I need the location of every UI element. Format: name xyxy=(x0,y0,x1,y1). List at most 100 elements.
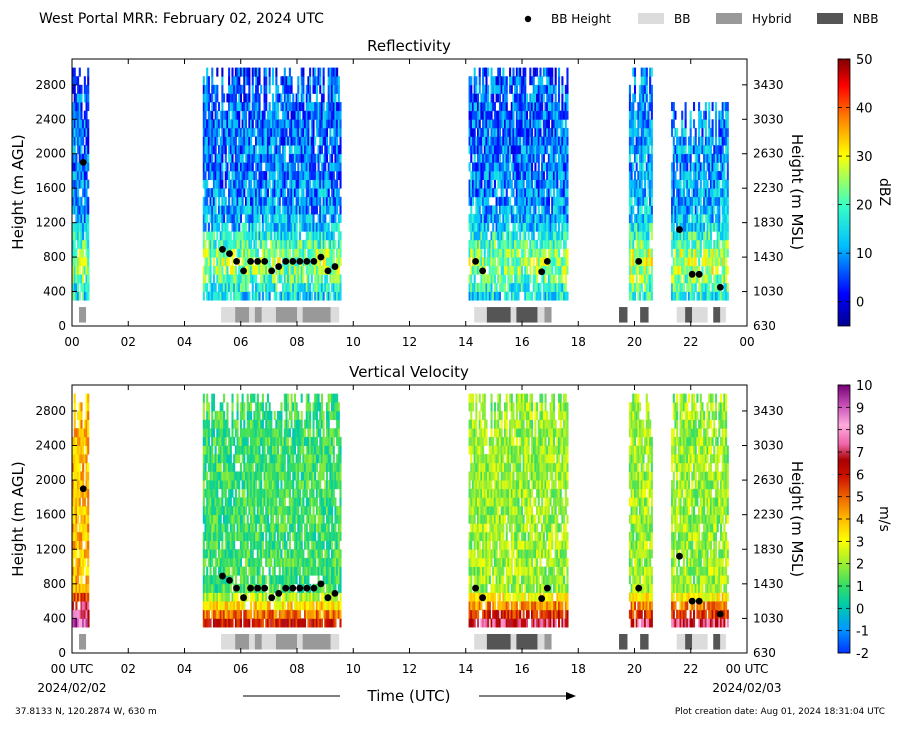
reflectivity-echo-cell xyxy=(228,171,230,180)
reflectivity-echo-cell xyxy=(218,197,220,206)
vertical-velocity-echo-cell xyxy=(82,463,84,472)
reflectivity-echo-cell xyxy=(558,223,560,232)
reflectivity-echo-cell xyxy=(208,102,210,111)
vertical-velocity-echo-cell xyxy=(215,567,217,576)
reflectivity-echo-cell xyxy=(519,137,521,146)
reflectivity-echo-cells xyxy=(72,68,729,301)
reflectivity-echo-cell xyxy=(487,85,489,94)
reflectivity-echo-cell xyxy=(279,145,281,154)
vertical-velocity-echo-cell xyxy=(210,618,212,627)
reflectivity-echo-cell xyxy=(74,240,76,249)
reflectivity-echo-cell xyxy=(722,145,724,154)
reflectivity-echo-cell xyxy=(339,283,341,292)
reflectivity-echo-cell xyxy=(238,223,240,232)
reflectivity-echo-cell xyxy=(323,85,325,94)
reflectivity-echo-cell xyxy=(223,188,225,197)
reflectivity-bb-height-point xyxy=(696,271,703,278)
vertical-velocity-echo-cell xyxy=(87,584,89,593)
reflectivity-echo-cell xyxy=(302,76,304,85)
reflectivity-echo-cell xyxy=(509,197,511,206)
reflectivity-echo-cell xyxy=(323,292,325,301)
reflectivity-bb-height-point xyxy=(472,258,479,265)
reflectivity-echo-cell xyxy=(541,102,543,111)
reflectivity-echo-cell xyxy=(215,197,217,206)
reflectivity-echo-cell xyxy=(480,145,482,154)
reflectivity-echo-cell xyxy=(339,137,341,146)
reflectivity-echo-cell xyxy=(225,180,227,189)
reflectivity-echo-cell xyxy=(223,214,225,223)
reflectivity-echo-cell xyxy=(524,76,526,85)
reflectivity-echo-cell xyxy=(339,162,341,171)
reflectivity-echo-cell xyxy=(216,137,218,146)
reflectivity-echo-cell xyxy=(269,292,271,301)
reflectivity-echo-cell xyxy=(262,223,264,232)
vertical-velocity-echo-cell xyxy=(77,575,79,584)
reflectivity-echo-cell xyxy=(334,240,336,249)
vertical-velocity-echo-cell xyxy=(87,601,89,610)
vertical-velocity-echo-cell xyxy=(82,471,84,480)
reflectivity-echo-cell xyxy=(691,205,693,214)
reflectivity-echo-cell xyxy=(543,93,545,102)
vertical-velocity-echo-cell xyxy=(211,411,213,420)
reflectivity-echo-cell xyxy=(474,68,476,77)
reflectivity-echo-cell xyxy=(727,145,729,154)
reflectivity-echo-cell xyxy=(257,248,259,257)
legend-label-hybrid: Hybrid xyxy=(752,12,792,26)
figure-title: West Portal MRR: February 02, 2024 UTC xyxy=(39,11,324,27)
reflectivity-echo-cell xyxy=(558,68,560,77)
reflectivity-echo-cell xyxy=(717,162,719,171)
reflectivity-echo-cell xyxy=(651,102,653,111)
reflectivity-colorbar-tick-label: 0 xyxy=(856,296,864,311)
reflectivity-echo-cell xyxy=(555,76,557,85)
reflectivity-echo-cell xyxy=(74,145,76,154)
reflectivity-echo-cell xyxy=(718,240,720,249)
reflectivity-echo-cell xyxy=(631,214,633,223)
reflectivity-echo-cell xyxy=(307,119,309,128)
reflectivity-echo-cell xyxy=(629,154,631,163)
reflectivity-echo-cell xyxy=(272,76,274,85)
reflectivity-y-tick-label: 1600 xyxy=(35,181,66,195)
reflectivity-echo-cell xyxy=(326,274,328,283)
reflectivity-echo-cell xyxy=(86,111,88,120)
reflectivity-echo-cell xyxy=(331,154,333,163)
reflectivity-echo-cell xyxy=(258,223,260,232)
reflectivity-echo-cell xyxy=(705,102,707,111)
reflectivity-echo-cell xyxy=(703,162,705,171)
reflectivity-echo-cell xyxy=(551,93,553,102)
reflectivity-echo-cell xyxy=(245,223,247,232)
reflectivity-echo-cell xyxy=(87,137,89,146)
vertical-velocity-echo-cell xyxy=(80,411,82,420)
reflectivity-echo-cell xyxy=(651,162,653,171)
reflectivity-echo-cell xyxy=(312,145,314,154)
reflectivity-echo-cell xyxy=(291,85,293,94)
reflectivity-echo-cell xyxy=(221,154,223,163)
reflectivity-echo-cell xyxy=(631,197,633,206)
reflectivity-echo-cell xyxy=(243,85,245,94)
vertical-velocity-echo-cell xyxy=(87,402,89,411)
reflectivity-echo-cell xyxy=(705,119,707,128)
reflectivity-echo-cell xyxy=(470,274,472,283)
reflectivity-echo-cell xyxy=(291,145,293,154)
vertical-velocity-echo-cell xyxy=(204,463,206,472)
reflectivity-echo-cell xyxy=(555,93,557,102)
reflectivity-echo-cell xyxy=(700,180,702,189)
reflectivity-bb-type-bb xyxy=(474,307,487,323)
reflectivity-echo-cell xyxy=(470,85,472,94)
reflectivity-echo-cell xyxy=(566,76,568,85)
reflectivity-echo-cell xyxy=(539,292,541,301)
reflectivity-echo-cell xyxy=(480,180,482,189)
reflectivity-echo-cell xyxy=(309,180,311,189)
reflectivity-echo-cell xyxy=(651,145,653,154)
reflectivity-echo-cell xyxy=(674,111,676,120)
reflectivity-echo-cell xyxy=(255,240,257,249)
reflectivity-echo-cell xyxy=(727,171,729,180)
reflectivity-echo-cell xyxy=(334,93,336,102)
reflectivity-echo-cell xyxy=(338,76,340,85)
reflectivity-echo-cell xyxy=(566,180,568,189)
reflectivity-echo-cell xyxy=(324,240,326,249)
reflectivity-echo-cell xyxy=(277,111,279,120)
reflectivity-echo-cell xyxy=(681,119,683,128)
reflectivity-echo-cell xyxy=(487,223,489,232)
reflectivity-echo-cell xyxy=(211,68,213,77)
reflectivity-echo-cell xyxy=(727,292,729,301)
